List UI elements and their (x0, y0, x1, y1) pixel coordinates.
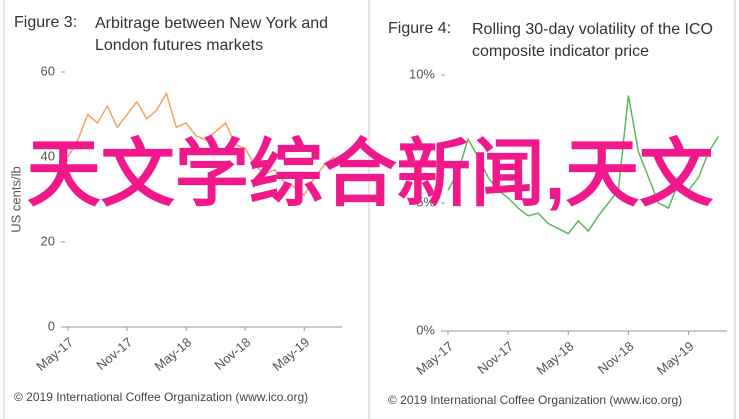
x-tick-label: May-19 (270, 334, 313, 373)
y-tick-label: 20 (41, 233, 55, 248)
x-tick-label: Nov-17 (93, 334, 135, 372)
figure-label: Figure 4: (388, 20, 452, 37)
x-tick-label: May-17 (413, 338, 456, 377)
chart-title: Arbitrage between New York and London fu… (95, 15, 329, 54)
x-tick-label: May-18 (151, 334, 194, 373)
y-tick-label: 40 (41, 148, 55, 163)
source: © 2019 International Coffee Organization… (388, 393, 683, 407)
y-tick-label: 0 (48, 318, 55, 333)
y-tick-label: 5% (416, 194, 435, 209)
source: © 2019 International Coffee Organization… (14, 390, 309, 404)
x-tick-label: Nov-18 (595, 338, 637, 376)
overlay-text: 天文学综合新闻,天文 (26, 132, 714, 215)
y-tick-label: 10% (409, 66, 435, 81)
x-tick-label: May-18 (534, 338, 577, 377)
y-axis-label: US cents/lb (8, 166, 23, 232)
data-line (67, 91, 335, 197)
data-line (447, 95, 720, 235)
x-tick-label: Nov-17 (475, 338, 517, 376)
y-tick-label: 0% (416, 322, 435, 337)
x-tick-label: Nov-18 (212, 334, 254, 372)
figure-label: Figure 3: (14, 14, 78, 31)
x-tick-label: May-19 (654, 338, 697, 377)
y-tick-label: 60 (41, 63, 55, 78)
chart-title: Rolling 30-day volatility of the ICO com… (472, 21, 713, 60)
x-tick-label: May-17 (33, 334, 76, 373)
